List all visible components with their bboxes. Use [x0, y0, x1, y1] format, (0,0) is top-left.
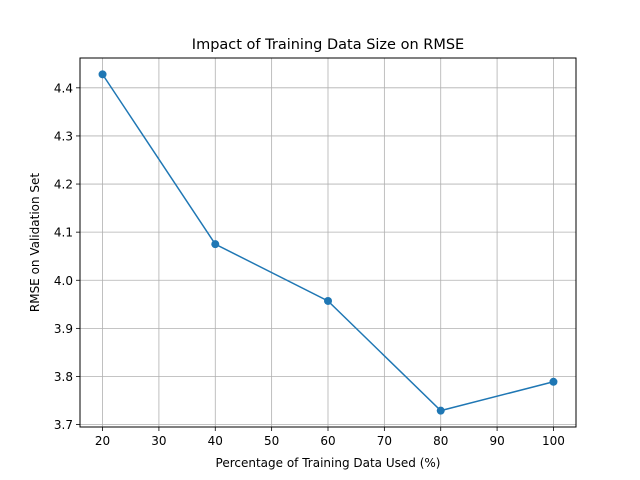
data-point [324, 296, 332, 305]
y-tick-label: 4.0 [54, 274, 73, 288]
y-tick-label: 3.9 [54, 322, 73, 336]
x-tick-label: 90 [489, 434, 504, 448]
y-tick-label: 4.1 [54, 226, 73, 240]
data-point [436, 406, 445, 415]
data-point [549, 377, 558, 386]
x-tick-label: 50 [264, 434, 279, 448]
x-axis-label: Percentage of Training Data Used (%) [216, 456, 441, 470]
data-point [211, 240, 220, 249]
series-layer [98, 70, 558, 415]
x-tick-label: 100 [542, 434, 565, 448]
y-tick-label: 3.8 [54, 370, 73, 384]
data-point [98, 70, 107, 79]
y-tick-label: 4.4 [54, 81, 73, 95]
x-tick-label: 20 [95, 434, 110, 448]
grid [80, 58, 576, 427]
x-tick-label: 60 [320, 434, 335, 448]
chart-title: Impact of Training Data Size on RMSE [192, 37, 464, 53]
y-tick-label: 4.2 [54, 178, 73, 192]
y-axis-label: RMSE on Validation Set [28, 173, 42, 313]
ticks: 20 30 40 50 60 70 80 90 100 3.7 3.8 3.9 4.0 4.1 4.2 4.3… [54, 81, 565, 448]
x-tick-label: 40 [208, 434, 223, 448]
y-tick-label: 3.7 [54, 418, 73, 432]
x-tick-label: 80 [433, 434, 448, 448]
x-tick-label: 70 [377, 434, 392, 448]
y-tick-label: 4.3 [54, 129, 73, 143]
x-tick-label: 30 [151, 434, 166, 448]
